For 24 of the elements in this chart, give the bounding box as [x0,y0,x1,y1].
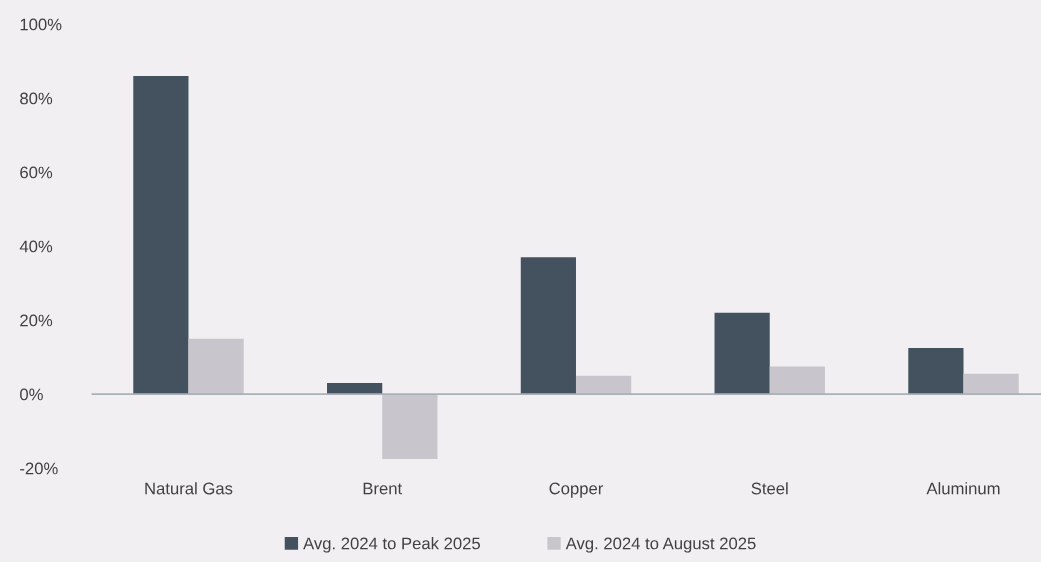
y-tick-label: 100% [20,18,62,31]
legend-label: Avg. 2024 to Peak 2025 [303,537,480,553]
bar [327,383,383,395]
bar [188,338,244,395]
bar [908,347,964,395]
y-tick-label: 40% [19,240,53,253]
y-tick-label: 20% [20,314,53,327]
x-tick-label: Aluminum [926,482,1000,495]
y-tick-label: -20% [20,462,58,475]
x-tick-label: Steel [751,482,788,495]
bar [714,312,770,395]
x-tick-label: Natural Gas [145,482,233,495]
y-tick-label: 0% [20,388,43,401]
bar [963,373,1019,395]
y-tick-label: 60% [20,166,53,179]
bar [769,366,825,395]
legend-label: Avg. 2024 to August 2025 [565,537,756,553]
bar [382,394,438,459]
y-tick-label: 80% [20,92,53,105]
x-tick-label: Brent [363,482,403,495]
bar [520,257,576,395]
bar [575,375,632,395]
x-tick-label: Copper [549,482,604,498]
bar [133,75,189,395]
